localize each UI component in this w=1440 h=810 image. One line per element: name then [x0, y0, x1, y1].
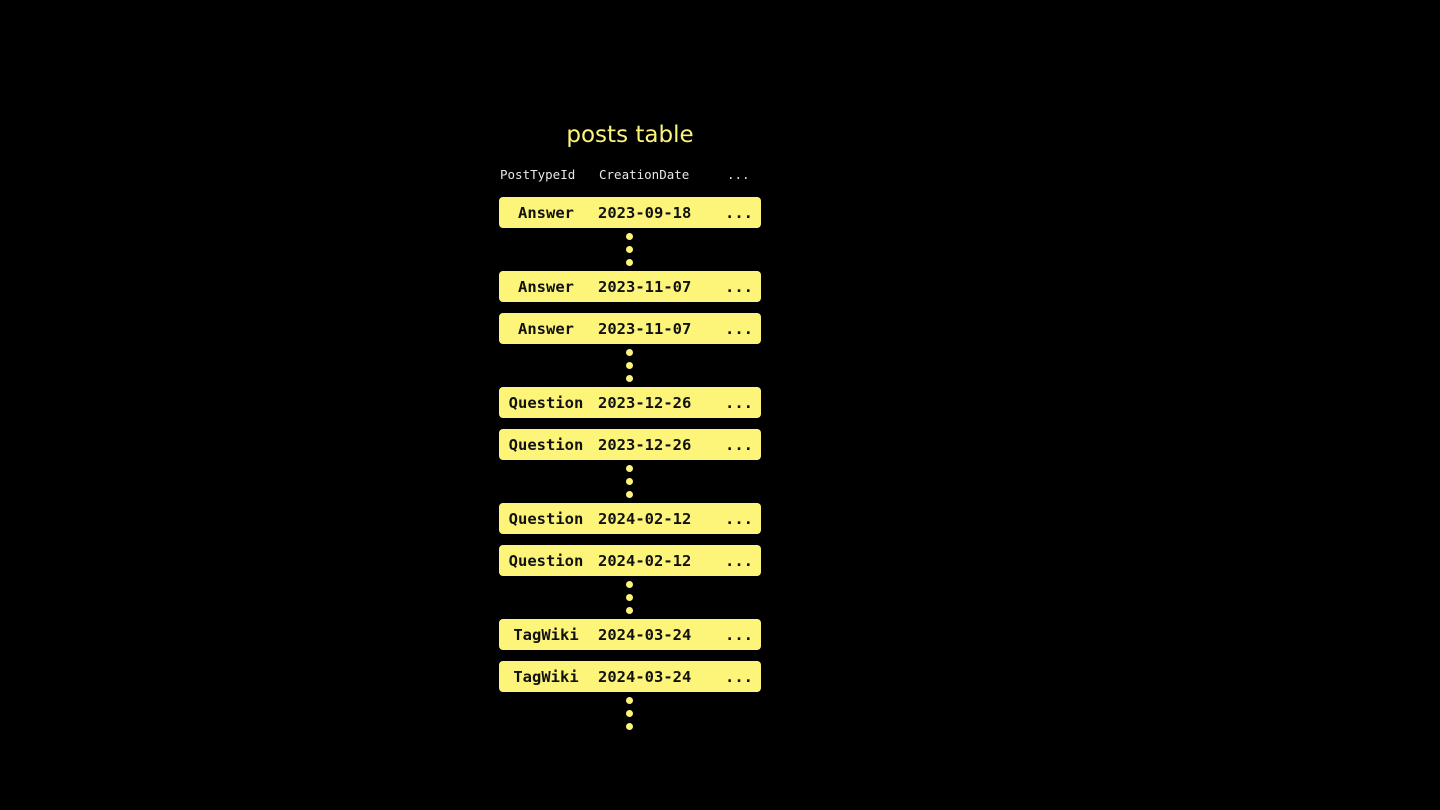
creation-date-cell: 2023-09-18: [598, 204, 692, 222]
ellipsis-dot: [626, 362, 633, 369]
more-cell: ...: [725, 510, 753, 528]
ellipsis-dot: [626, 349, 633, 356]
column-header-posttypeid: PostTypeId: [500, 167, 576, 182]
post-type-cell: Question: [508, 552, 584, 570]
ellipsis-dot: [626, 375, 633, 382]
column-header-more: ...: [727, 167, 750, 182]
ellipsis-dot: [626, 246, 633, 253]
table-row: TagWiki 2024-03-24...: [499, 661, 761, 692]
creation-date-cell: 2024-03-24: [598, 626, 692, 644]
post-type-cell: TagWiki: [513, 626, 579, 644]
table-row: Answer 2023-11-07...: [499, 271, 761, 302]
more-cell: ...: [725, 626, 753, 644]
diagram-title: posts table: [566, 122, 694, 148]
more-cell: ...: [725, 436, 753, 454]
ellipsis-dot: [626, 478, 633, 485]
ellipsis-dot: [626, 259, 633, 266]
ellipsis-dot: [626, 594, 633, 601]
more-cell: ...: [725, 278, 753, 296]
creation-date-cell: 2023-12-26: [598, 394, 692, 412]
table-row: Question 2023-12-26...: [499, 387, 761, 418]
table-row: TagWiki 2024-03-24...: [499, 619, 761, 650]
ellipsis-dot: [626, 233, 633, 240]
more-cell: ...: [725, 552, 753, 570]
more-cell: ...: [725, 394, 753, 412]
ellipsis-dot: [626, 710, 633, 717]
creation-date-cell: 2024-03-24: [598, 668, 692, 686]
post-type-cell: TagWiki: [513, 668, 579, 686]
creation-date-cell: 2023-12-26: [598, 436, 692, 454]
table-row: Question 2024-02-12...: [499, 545, 761, 576]
table-row: Question 2024-02-12...: [499, 503, 761, 534]
creation-date-cell: 2024-02-12: [598, 510, 692, 528]
ellipsis-dot: [626, 581, 633, 588]
creation-date-cell: 2023-11-07: [598, 320, 692, 338]
post-type-cell: Question: [508, 394, 584, 412]
post-type-cell: Question: [508, 436, 584, 454]
post-type-cell: Answer: [518, 278, 574, 296]
ellipsis-dot: [626, 491, 633, 498]
post-type-cell: Question: [508, 510, 584, 528]
ellipsis-dot: [626, 607, 633, 614]
table-row: Answer 2023-11-07...: [499, 313, 761, 344]
ellipsis-dot: [626, 723, 633, 730]
ellipsis-dot: [626, 465, 633, 472]
column-header-creationdate: CreationDate: [599, 167, 690, 182]
table-row: Question 2023-12-26...: [499, 429, 761, 460]
more-cell: ...: [725, 320, 753, 338]
creation-date-cell: 2024-02-12: [598, 552, 692, 570]
post-type-cell: Answer: [518, 320, 574, 338]
creation-date-cell: 2023-11-07: [598, 278, 692, 296]
more-cell: ...: [725, 668, 753, 686]
ellipsis-dot: [626, 697, 633, 704]
table-row: Answer 2023-09-18...: [499, 197, 761, 228]
more-cell: ...: [725, 204, 753, 222]
post-type-cell: Answer: [518, 204, 574, 222]
